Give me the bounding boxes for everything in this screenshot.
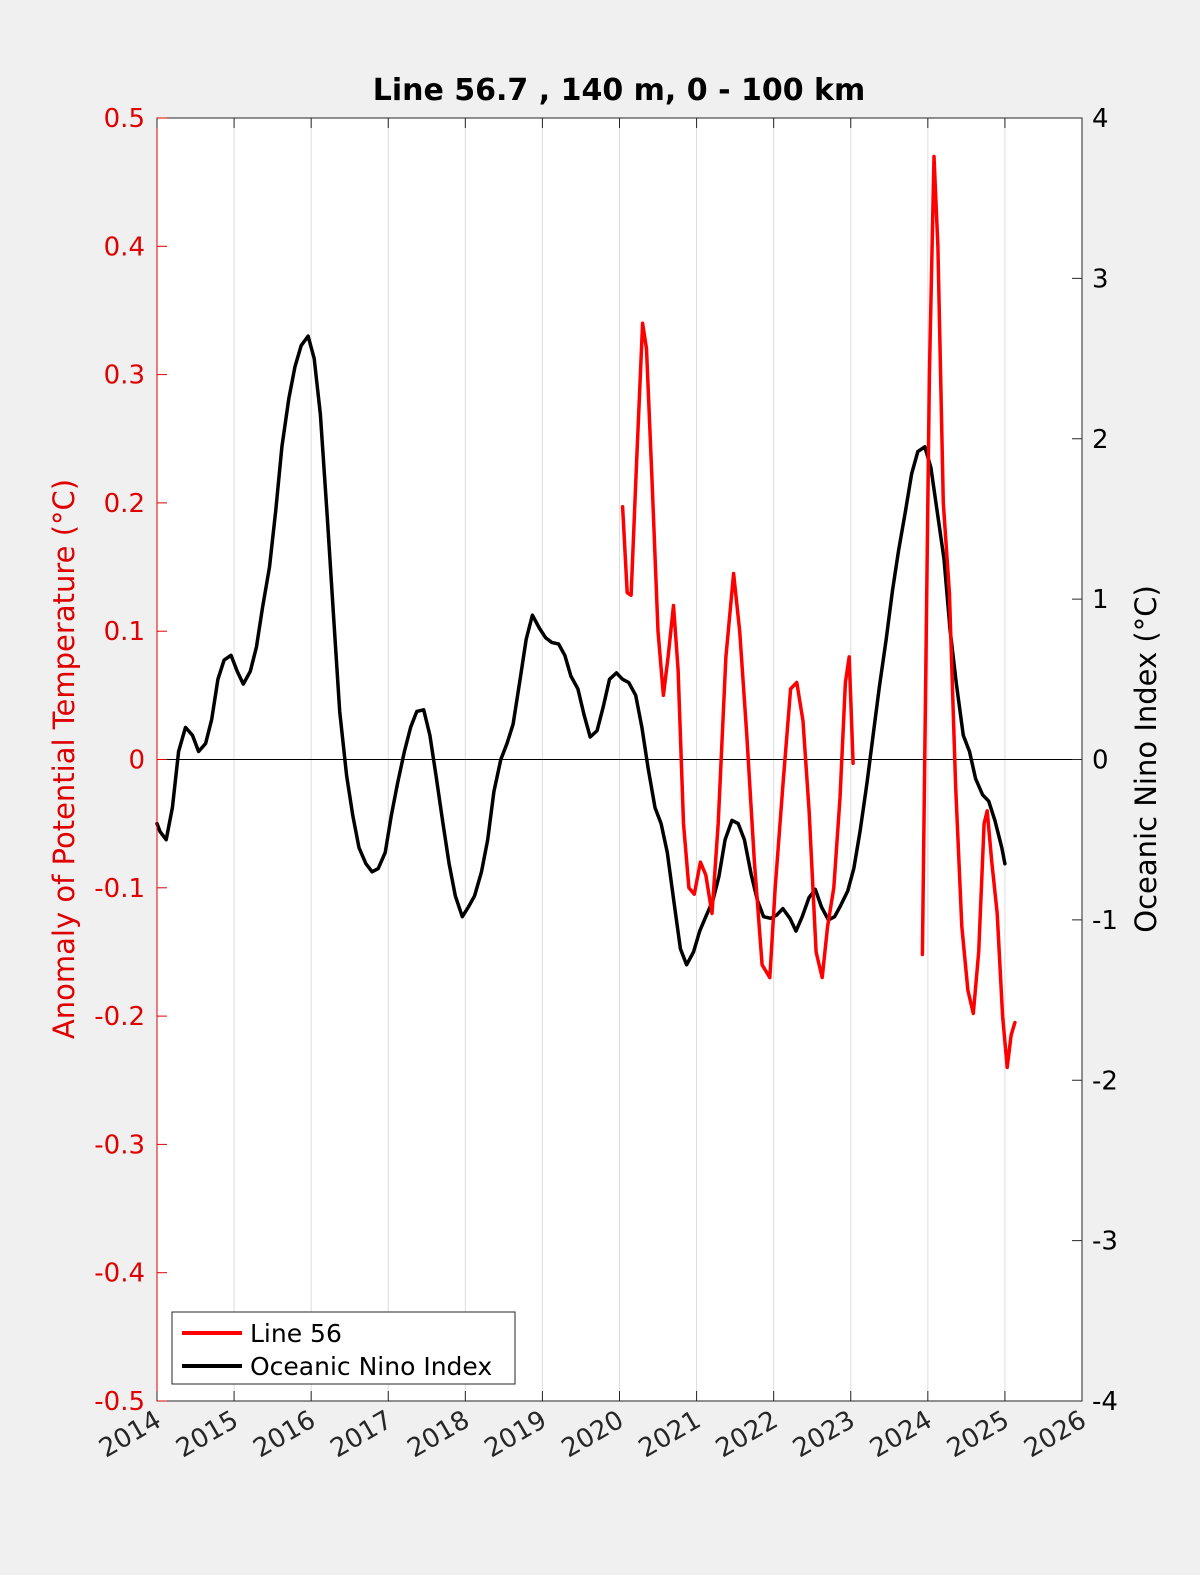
x-tick-label: 2015 xyxy=(171,1405,243,1464)
chart-title: Line 56.7 , 140 m, 0 - 100 km xyxy=(373,73,866,108)
x-tick-label: 2025 xyxy=(942,1405,1014,1464)
legend-label-oni: Oceanic Nino Index xyxy=(250,1352,492,1381)
legend-box xyxy=(171,1311,516,1385)
x-tick-label: 2018 xyxy=(403,1405,475,1464)
series-line-line56-segment-1 xyxy=(620,321,855,980)
x-tick-label: 2017 xyxy=(325,1405,397,1464)
x-tick-label: 2016 xyxy=(248,1405,320,1464)
x-tick-label: 2022 xyxy=(711,1405,783,1464)
y-tick-label-right: -1 xyxy=(1092,906,1118,936)
x-tick-label: 2023 xyxy=(788,1405,860,1464)
x-tick-label: 2024 xyxy=(865,1405,937,1464)
y-tick-label-right: 3 xyxy=(1092,264,1109,294)
x-tick-label: 2019 xyxy=(480,1405,552,1464)
y-tick-label-left: -0.2 xyxy=(94,1002,145,1032)
y-tick-label-right: -4 xyxy=(1092,1387,1118,1417)
legend-label-line56: Line 56 xyxy=(250,1319,342,1348)
y-tick-label-left: 0.2 xyxy=(104,489,145,519)
y-tick-label-right: -3 xyxy=(1092,1227,1118,1257)
y-tick-label-left: 0 xyxy=(128,746,145,776)
y-tick-label-right: 4 xyxy=(1092,104,1109,134)
y-tick-label-right: 1 xyxy=(1092,585,1109,615)
y-tick-label-left: 0.4 xyxy=(104,232,145,262)
y-tick-label-left: 0.1 xyxy=(104,617,145,647)
series-layer xyxy=(155,154,1017,1070)
y-tick-label-left: -0.4 xyxy=(94,1259,145,1289)
x-tick-label: 2021 xyxy=(634,1405,706,1464)
right-axis-label: Oceanic Nino Index (°C) xyxy=(1129,585,1163,933)
y-tick-label-right: 0 xyxy=(1092,746,1109,776)
y-tick-label-left: -0.5 xyxy=(94,1387,145,1417)
series-line-line56-segment-2 xyxy=(920,154,1017,1070)
y-tick-label-left: -0.3 xyxy=(94,1130,145,1160)
y-tick-label-right: -2 xyxy=(1092,1066,1118,1096)
x-tick-label: 2020 xyxy=(557,1405,629,1464)
y-tick-label-left: 0.5 xyxy=(104,104,145,134)
y-tick-label-left: 0.3 xyxy=(104,361,145,391)
y-tick-label-left: -0.1 xyxy=(94,874,145,904)
x-tick-label: 2026 xyxy=(1019,1405,1091,1464)
series-line-oceanic-nino-index xyxy=(155,334,1007,967)
left-axis-label: Anomaly of Potential Temperature (°C) xyxy=(47,479,81,1039)
y-tick-label-right: 2 xyxy=(1092,425,1109,455)
legend: Line 56 Oceanic Nino Index xyxy=(171,1311,516,1385)
